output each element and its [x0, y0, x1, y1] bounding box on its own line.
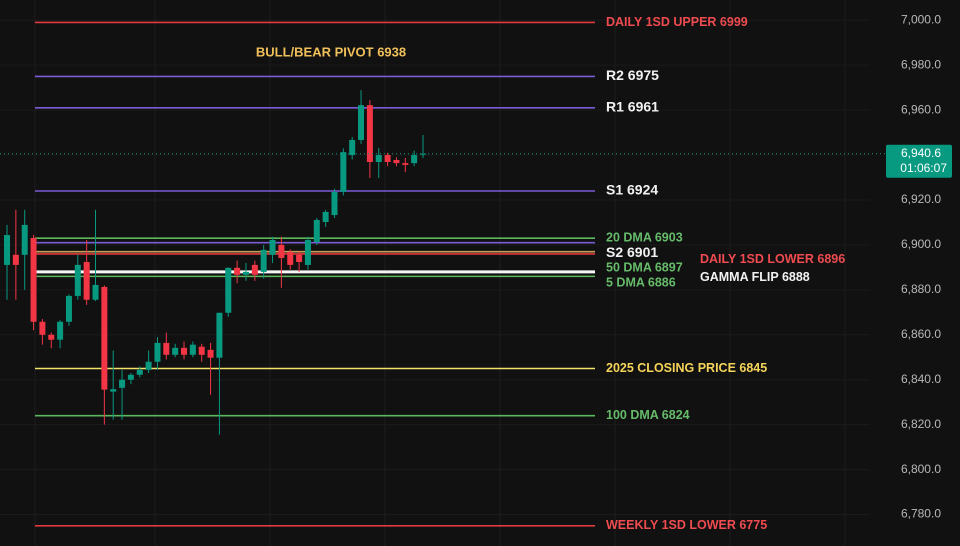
candle-body — [251, 264, 258, 275]
candle-body — [74, 264, 81, 296]
y-tick-label: 6,820.0 — [901, 417, 941, 431]
candle-body — [65, 295, 72, 322]
level-label: R1 6961 — [606, 99, 659, 115]
candle-body — [181, 347, 188, 355]
candle-body — [83, 261, 90, 300]
candle-body — [287, 251, 294, 265]
candle-body — [92, 284, 99, 300]
y-tick-label: 7,000.0 — [901, 12, 941, 26]
y-tick-label: 6,860.0 — [901, 327, 941, 341]
candle-body — [260, 249, 267, 272]
candle-body — [402, 163, 409, 165]
candle-body — [242, 271, 249, 275]
last-price-label: 6,940.6 — [901, 146, 941, 160]
candles — [4, 90, 426, 435]
level-label: 50 DMA 6897 — [606, 260, 683, 274]
level-label: 2025 CLOSING PRICE 6845 — [606, 361, 767, 375]
countdown-label: 01:06:07 — [900, 161, 947, 175]
candle-body — [358, 105, 365, 140]
candle-body — [57, 321, 64, 340]
candle-body — [110, 389, 117, 392]
candle-body — [322, 211, 329, 222]
candle-body — [154, 342, 161, 362]
candle-body — [393, 159, 400, 164]
candle-body — [101, 286, 108, 390]
candle-body — [420, 153, 426, 155]
candle-body — [411, 155, 418, 164]
candle-body — [189, 344, 196, 355]
level-label: 5 DMA 6886 — [606, 275, 676, 289]
candle-body — [278, 244, 285, 258]
candle-body — [225, 267, 232, 313]
candle-body — [21, 224, 28, 255]
level-label: 100 DMA 6824 — [606, 408, 690, 422]
candle-body — [349, 139, 356, 156]
candle-body — [375, 155, 382, 163]
candle-body — [145, 361, 152, 370]
y-tick-label: 6,920.0 — [901, 192, 941, 206]
candle-body — [4, 235, 10, 265]
candle-body — [234, 267, 241, 275]
candle-body — [30, 237, 37, 322]
level-label: S2 6901 — [606, 244, 658, 260]
y-tick-label: 6,780.0 — [901, 507, 941, 521]
candle-body — [172, 347, 179, 355]
level-label: DAILY 1SD LOWER 6896 — [700, 252, 845, 266]
candle-body — [366, 105, 373, 163]
candle-body — [304, 239, 311, 265]
candle-body — [269, 239, 276, 255]
price-axis: 7,000.06,980.06,960.06,940.06,920.06,900… — [0, 12, 952, 521]
y-tick-label: 6,900.0 — [901, 237, 941, 251]
candle-body — [331, 191, 338, 216]
y-tick-label: 6,840.0 — [901, 372, 941, 386]
candle-body — [136, 369, 143, 375]
level-label: DAILY 1SD UPPER 6999 — [606, 15, 748, 29]
candle-body — [384, 155, 391, 163]
last-price-box — [886, 144, 952, 178]
levels: DAILY 1SD UPPER 6999 R2 6975 R1 6961 S1 692… — [35, 15, 845, 532]
candle-body — [313, 219, 320, 242]
candle-body — [216, 312, 223, 358]
candle-body — [39, 321, 46, 335]
candle-body — [207, 349, 214, 358]
candle-body — [198, 346, 205, 355]
y-tick-label: 6,800.0 — [901, 462, 941, 476]
candle-body — [127, 374, 134, 380]
candle-body — [48, 334, 55, 340]
grid — [34, 0, 846, 546]
y-tick-label: 6,960.0 — [901, 102, 941, 116]
level-label: S1 6924 — [606, 182, 658, 198]
candle-body — [119, 379, 126, 388]
level-label: R2 6975 — [606, 67, 659, 83]
candle-body — [296, 254, 303, 262]
candle-body — [163, 342, 170, 355]
candle-body — [12, 254, 19, 265]
y-tick-label: 6,980.0 — [901, 57, 941, 71]
level-label: GAMMA FLIP 6888 — [700, 270, 810, 284]
level-label: WEEKLY 1SD LOWER 6775 — [606, 518, 767, 532]
candle-body — [340, 152, 347, 192]
y-tick-label: 6,880.0 — [901, 282, 941, 296]
pivot-annotation: BULL/BEAR PIVOT 6938 — [256, 44, 406, 59]
level-label: 20 DMA 6903 — [606, 230, 683, 244]
